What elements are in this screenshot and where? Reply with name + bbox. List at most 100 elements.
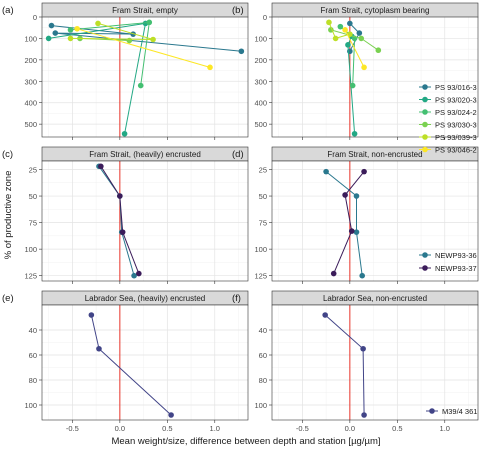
x-tick-label: 0.5	[392, 424, 402, 433]
data-point	[358, 35, 365, 42]
series-line	[333, 171, 365, 274]
plot-area	[272, 17, 478, 137]
data-point	[131, 272, 137, 279]
legend-item: PS 93/024-2	[419, 108, 477, 117]
panel-c: Fram Strait, (heavily) encrusted (c) 25 50 7…	[2, 146, 249, 284]
plot-area	[42, 161, 248, 281]
data-point	[45, 35, 52, 42]
data-point	[353, 193, 360, 199]
x-tick-label: 0.0	[115, 424, 125, 433]
data-point	[150, 36, 156, 43]
y-tick-label: 25	[29, 165, 37, 174]
y-tick-label: 100	[24, 34, 37, 43]
data-point	[95, 20, 101, 27]
data-point	[351, 130, 358, 137]
panel-f: Labrador Sea, non-encrusted (f) 40 60 80 100 -…	[232, 290, 479, 433]
y-tick-label: 60	[259, 351, 267, 360]
series-NEWP93-36	[323, 168, 365, 279]
panel-letter: (c)	[2, 149, 13, 160]
data-point	[48, 22, 55, 29]
data-point	[96, 345, 102, 352]
data-point	[88, 312, 95, 318]
data-point	[117, 193, 123, 199]
series-PS-93-020-3	[45, 20, 149, 137]
x-tick-label: 0.0	[345, 424, 355, 433]
panels: Fram Strait, empty(a)0100200300400500Fra…	[2, 2, 479, 433]
series-M39-4-361	[88, 312, 174, 418]
series-line	[325, 171, 363, 276]
panel-border	[271, 304, 479, 421]
legend-item: PS 93/046-2	[419, 146, 477, 155]
series-line	[76, 28, 211, 68]
y-tick-label: 50	[259, 192, 267, 201]
legend-item: PS 93/039-3	[419, 133, 477, 142]
y-tick-label: 40	[29, 326, 37, 335]
data-point	[361, 168, 367, 175]
legend-fram-stations: PS 93/016-3 PS 93/020-3 PS 93/024-2 PS 93/0…	[419, 83, 477, 155]
x-tick-label: -0.5	[66, 424, 79, 433]
data-point	[359, 272, 365, 279]
y-tick-label: 60	[29, 351, 37, 360]
y-tick-label: 0	[33, 13, 37, 22]
panel-border	[41, 304, 249, 421]
data-point	[74, 25, 80, 32]
legend-key-point	[422, 146, 428, 153]
data-point	[67, 27, 74, 33]
data-point	[146, 19, 153, 26]
data-point	[238, 48, 245, 55]
legend-item: PS 93/016-3	[419, 83, 477, 92]
legend-key-point	[422, 96, 428, 103]
legend-item: NEWP93-36	[419, 251, 477, 260]
y-tick-label: 100	[254, 401, 267, 410]
series-NEWP93-37	[98, 163, 142, 277]
data-point	[67, 35, 74, 42]
panel-e: Labrador Sea, (heavily) encrusted (e) 40 60…	[2, 290, 249, 433]
y-tick-label: 200	[254, 56, 267, 65]
x-tick-label: 1.0	[440, 424, 450, 433]
legend-key-point	[422, 109, 428, 115]
y-tick-label: 400	[254, 99, 267, 108]
data-point	[207, 64, 213, 71]
y-tick-label: 125	[24, 272, 37, 281]
panel-title: Labrador Sea, non-encrusted	[323, 294, 427, 303]
legend-key-point	[429, 408, 435, 414]
legend-item: PS 93/030-3	[419, 121, 477, 130]
x-tick-label: -0.5	[296, 424, 309, 433]
y-tick-label: 100	[24, 245, 37, 254]
legend-item: PS 93/020-3	[419, 96, 477, 105]
series-NEWP93-37	[330, 168, 367, 277]
legend-label: PS 93/020-3	[435, 96, 477, 105]
panel-border	[41, 16, 249, 138]
panel-letter: (d)	[232, 149, 244, 160]
y-tick-label: 500	[254, 120, 267, 129]
legend-label: NEWP93-37	[435, 264, 477, 273]
legend-label: NEWP93-36	[435, 251, 477, 260]
data-point	[168, 412, 174, 418]
y-tick-label: 100	[254, 34, 267, 43]
y-axis-title: % of productive zone	[3, 171, 14, 260]
legend-label: PS 93/024-2	[435, 108, 477, 117]
data-point	[119, 229, 126, 235]
y-tick-label: 80	[259, 376, 267, 385]
panel-letter: (b)	[232, 5, 244, 16]
panel-letter: (e)	[2, 293, 14, 304]
y-tick-label: 100	[24, 401, 37, 410]
y-tick-label: 40	[259, 326, 267, 335]
data-point	[137, 82, 144, 89]
panel-title: Fram Strait, non-encrusted	[327, 150, 422, 159]
y-tick-label: 400	[24, 99, 37, 108]
y-tick-label: 75	[29, 219, 37, 228]
data-point	[323, 168, 329, 175]
series-PS-93-046-2	[342, 27, 367, 71]
panel-letter: (a)	[2, 5, 14, 16]
data-point	[361, 412, 367, 418]
data-point	[375, 47, 382, 54]
data-point	[98, 163, 104, 170]
data-point	[322, 312, 328, 318]
data-point	[356, 30, 363, 36]
series-PS-93-030-3	[328, 27, 382, 54]
data-point	[361, 64, 367, 71]
panel-border	[41, 160, 249, 282]
